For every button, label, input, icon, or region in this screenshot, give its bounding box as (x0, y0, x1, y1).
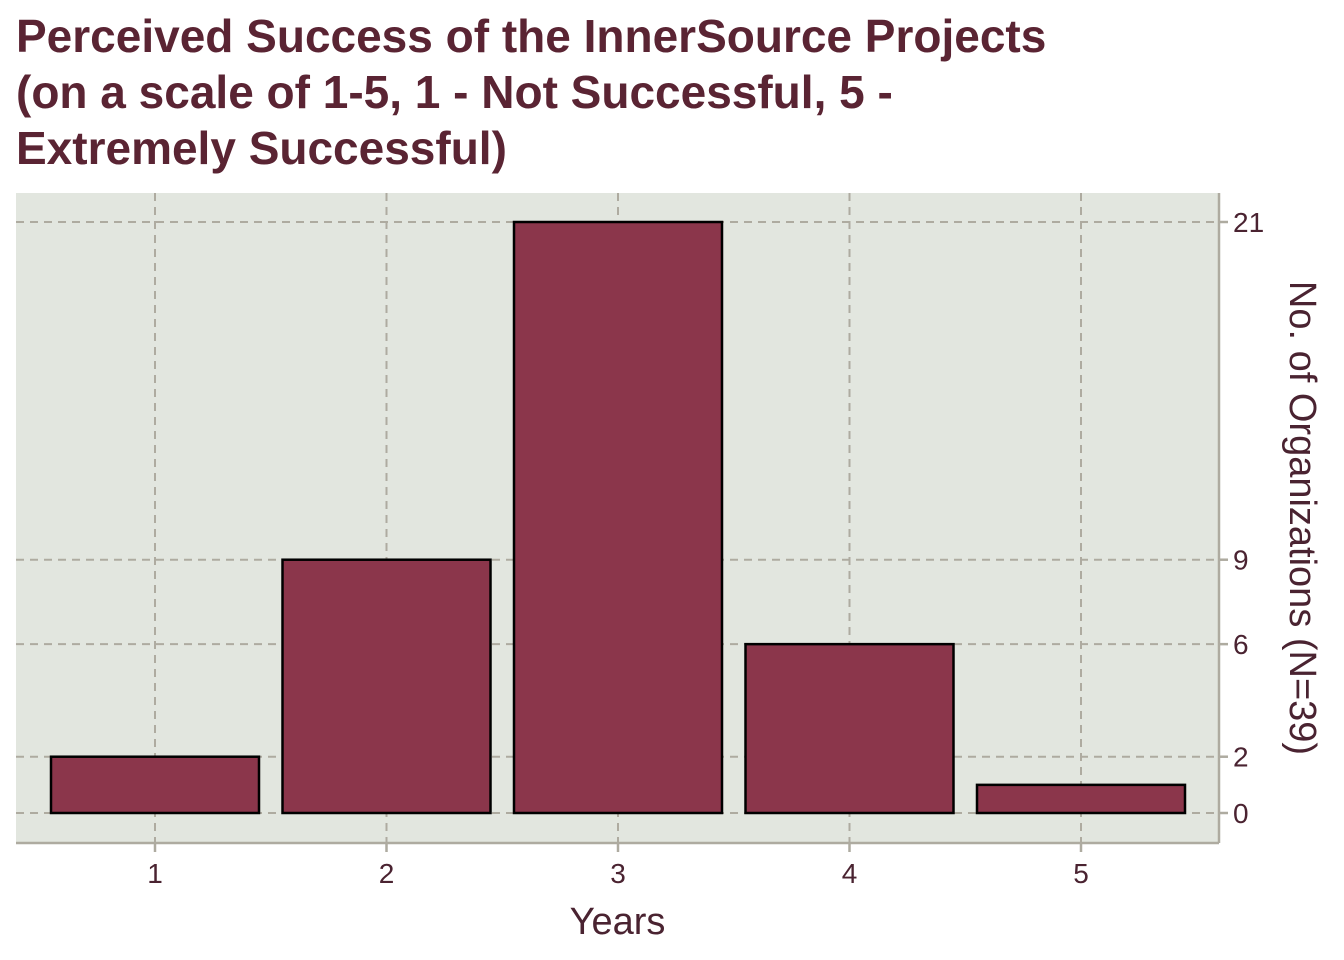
x-tick-label-4: 4 (842, 858, 858, 889)
bar-3 (512, 220, 724, 815)
bar-1 (49, 755, 261, 815)
y-axis-title: No. of Organizations (N=39) (1281, 281, 1323, 755)
y-tick-label-2: 2 (1233, 742, 1249, 773)
x-tick-label-5: 5 (1073, 858, 1089, 889)
chart-title-line-2: (on a scale of 1-5, 1 - Not Successful, … (16, 66, 893, 118)
chart-title-line-1: Perceived Success of the InnerSource Pro… (16, 10, 1047, 62)
y-tick-label-6: 6 (1233, 629, 1249, 660)
y-tick-label-9: 9 (1233, 545, 1249, 576)
y-tick-label-0: 0 (1233, 798, 1249, 829)
bar-4 (744, 642, 955, 815)
chart-title: Perceived Success of the InnerSource Pro… (16, 8, 1316, 176)
x-tick-label-2: 2 (379, 858, 395, 889)
y-tick-labels: 0 2 6 9 21 (1233, 207, 1264, 829)
bar-5 (975, 783, 1187, 815)
x-tick-labels: 1 2 3 4 5 (147, 858, 1089, 889)
x-axis-title: Years (570, 901, 666, 943)
x-tick-label-3: 3 (610, 858, 626, 889)
x-tick-label-1: 1 (147, 858, 163, 889)
chart-title-line-3: Extremely Successful) (16, 122, 507, 174)
y-tick-label-21: 21 (1233, 207, 1264, 238)
bar-2 (281, 558, 492, 815)
axes (16, 193, 1228, 852)
bars (49, 220, 1187, 815)
